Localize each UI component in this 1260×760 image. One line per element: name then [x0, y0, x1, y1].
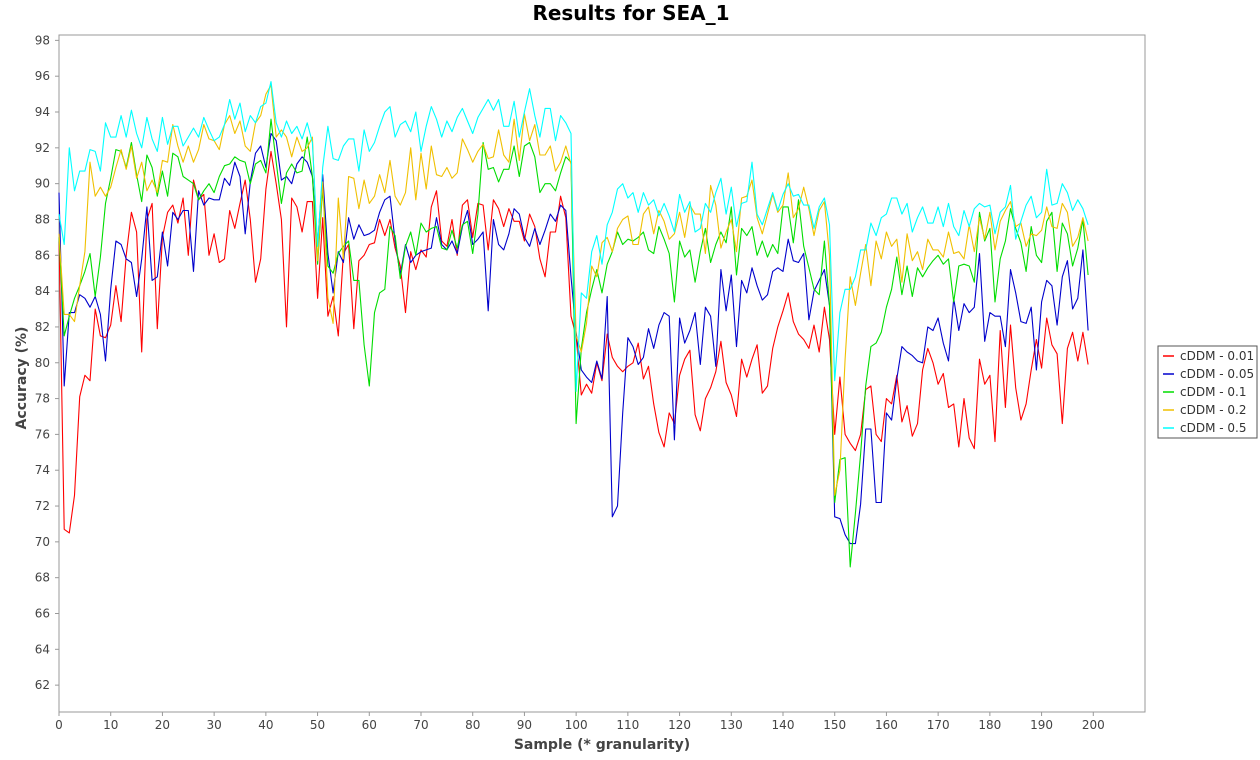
y-tick-label: 98 [35, 33, 50, 47]
x-tick-label: 140 [772, 718, 795, 732]
x-axis-label: Sample (* granularity) [514, 737, 690, 753]
y-axis-label: Accuracy (%) [14, 327, 30, 430]
x-tick-label: 20 [155, 718, 170, 732]
x-tick-label: 180 [978, 718, 1001, 732]
y-tick-label: 64 [35, 642, 50, 656]
y-tick-label: 86 [35, 248, 50, 262]
y-tick-label: 62 [35, 678, 50, 692]
y-tick-label: 68 [35, 571, 50, 585]
x-tick-label: 10 [103, 718, 118, 732]
x-tick-label: 170 [927, 718, 950, 732]
x-tick-label: 0 [55, 718, 63, 732]
y-tick-label: 88 [35, 212, 50, 226]
y-axis: 62 64 66 68 70 72 74 76 78 80 82 84 86 88 90 92 94 96 98 [35, 33, 59, 692]
y-tick-label: 66 [35, 606, 50, 620]
x-tick-label: 60 [362, 718, 377, 732]
y-tick-label: 84 [35, 284, 50, 298]
series-line-3 [58, 118, 1089, 568]
y-tick-label: 76 [35, 427, 50, 441]
x-tick-label: 160 [875, 718, 898, 732]
legend-entry: cDDM - 0.5 [1180, 421, 1246, 435]
x-tick-label: 90 [517, 718, 532, 732]
x-tick-label: 150 [823, 718, 846, 732]
y-tick-label: 82 [35, 320, 50, 334]
series-line-5 [58, 81, 1089, 392]
x-axis: 0 10 20 30 40 50 60 70 80 90 100 110 120 130 140 150 160… [55, 712, 1105, 732]
x-tick-label: 80 [465, 718, 480, 732]
y-tick-label: 80 [35, 356, 50, 370]
x-tick-label: 40 [258, 718, 273, 732]
y-tick-label: 72 [35, 499, 50, 513]
x-tick-label: 100 [565, 718, 588, 732]
legend-entry: cDDM - 0.1 [1180, 385, 1246, 399]
x-tick-label: 130 [720, 718, 743, 732]
series-layer [58, 81, 1089, 568]
legend-entry: cDDM - 0.01 [1180, 349, 1254, 363]
series-line-1 [58, 150, 1089, 534]
x-tick-label: 70 [413, 718, 428, 732]
y-tick-label: 90 [35, 177, 50, 191]
y-tick-label: 94 [35, 105, 50, 119]
y-tick-label: 96 [35, 69, 50, 83]
x-tick-label: 200 [1082, 718, 1105, 732]
chart-title: Results for SEA_1 [532, 1, 729, 25]
legend-entry: cDDM - 0.2 [1180, 403, 1246, 417]
legend: cDDM - 0.01 cDDM - 0.05 cDDM - 0.1 cDDM - 0… [1157, 345, 1258, 439]
x-tick-label: 50 [310, 718, 325, 732]
x-tick-label: 110 [616, 718, 639, 732]
y-tick-label: 78 [35, 392, 50, 406]
legend-entry: cDDM - 0.05 [1180, 367, 1254, 381]
y-tick-label: 70 [35, 535, 50, 549]
legend-box [1157, 345, 1258, 439]
x-tick-label: 190 [1030, 718, 1053, 732]
y-tick-label: 92 [35, 141, 50, 155]
y-tick-label: 74 [35, 463, 50, 477]
x-tick-label: 120 [668, 718, 691, 732]
x-tick-label: 30 [207, 718, 222, 732]
